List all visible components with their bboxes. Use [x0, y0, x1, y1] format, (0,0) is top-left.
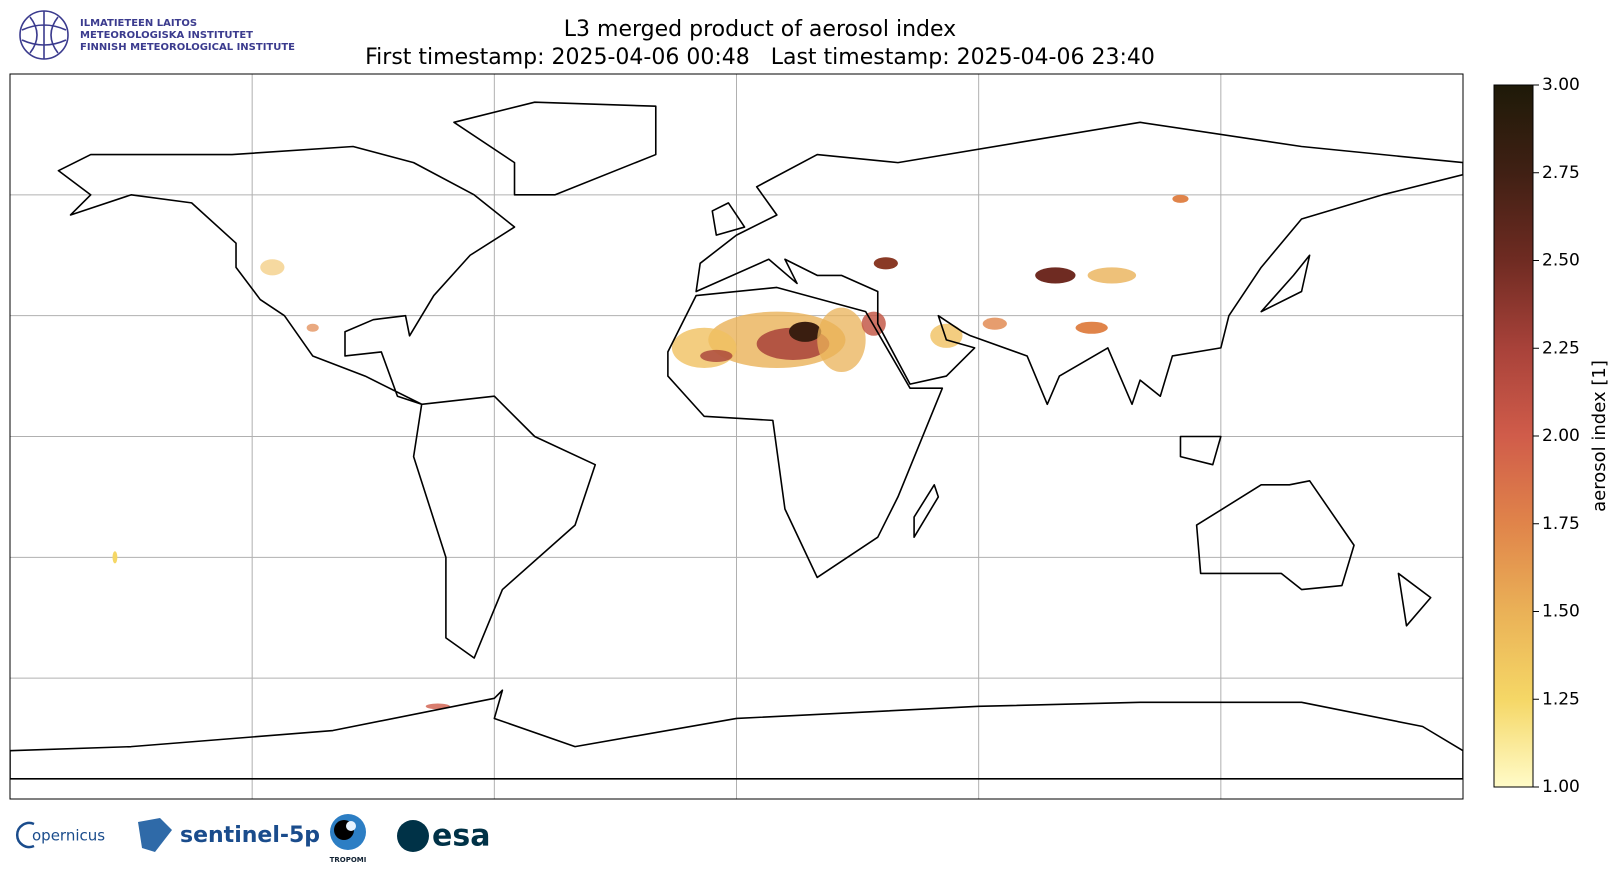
colorbar-tick-label: 1.50 [1542, 602, 1580, 622]
logo-text: sentinel-5p [180, 823, 320, 848]
colorbar-tick-label: 2.00 [1542, 426, 1580, 446]
colorbar-tick-label: 2.25 [1542, 338, 1580, 358]
colorbar-tick-label: 1.75 [1542, 514, 1580, 534]
logo-text: opernicus [32, 827, 105, 845]
colorbar-tick-label: 2.50 [1542, 251, 1580, 271]
aerosol-field [112, 194, 1189, 710]
map-title: L3 merged product of aerosol index [564, 17, 956, 42]
logo-text: TROPOMI [330, 856, 367, 864]
map-subtitle: First timestamp: 2025-04-06 00:48 Last t… [365, 45, 1155, 70]
sentinel-logo: sentinel-5p [138, 818, 320, 852]
map-frame [9, 73, 1464, 800]
institute-name: METEOROLOGISKA INSTITUTET [80, 30, 253, 41]
colorbar-tick-label: 1.00 [1542, 777, 1580, 797]
tropomi-logo: TROPOMI [330, 814, 367, 864]
esa-logo: esa [397, 819, 490, 854]
logo-text: esa [432, 819, 490, 854]
colorbar-tick-label: 1.25 [1542, 689, 1580, 709]
colorbar-label: aerosol index [1] [1589, 360, 1610, 512]
institute-name: ILMATIETEEN LAITOS [80, 18, 197, 29]
fmi-logo [19, 10, 69, 60]
colorbar-tick-label: 3.00 [1542, 75, 1580, 95]
institute-name: FINNISH METEOROLOGICAL INSTITUTE [80, 42, 295, 53]
colorbar-tick-label: 2.75 [1542, 163, 1580, 183]
copernicus-logo: opernicus [16, 821, 105, 849]
colorbar [1493, 84, 1534, 788]
grid [10, 74, 1463, 799]
map-area [10, 74, 1463, 799]
coastlines [10, 102, 1463, 779]
